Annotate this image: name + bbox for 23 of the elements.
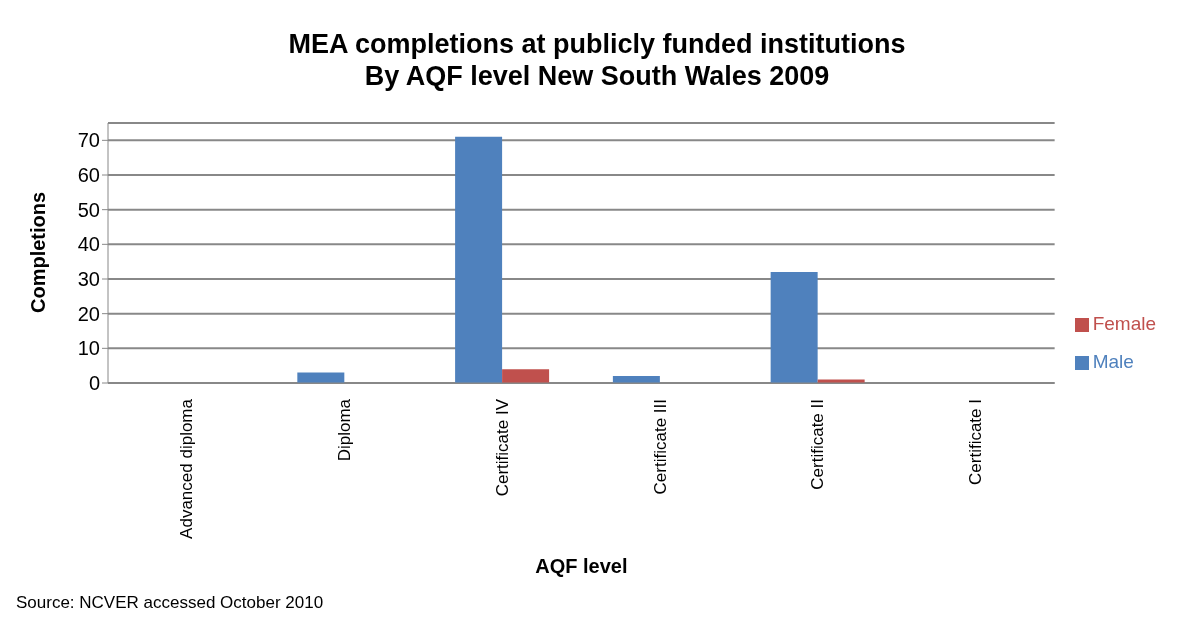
y-tick-label: 70 bbox=[77, 129, 100, 152]
legend-label: Female bbox=[1092, 312, 1156, 334]
x-tick-label: Advanced diploma bbox=[177, 398, 197, 539]
legend-label: Male bbox=[1092, 350, 1134, 372]
bar bbox=[502, 368, 550, 383]
y-tick-label: 60 bbox=[77, 163, 100, 186]
x-axis-title: AQF level bbox=[535, 554, 628, 577]
y-tick-label: 0 bbox=[88, 371, 100, 394]
y-axis-title: Completions bbox=[27, 191, 50, 313]
y-tick-label: 10 bbox=[77, 337, 100, 360]
bar bbox=[455, 136, 503, 383]
x-tick-label: Diploma bbox=[335, 398, 355, 462]
x-tick-label: Certificate IV bbox=[492, 398, 512, 497]
x-tick-label: Certificate II bbox=[808, 398, 828, 490]
y-tick-label: 20 bbox=[77, 302, 100, 325]
x-tick-label: Certificate III bbox=[650, 398, 670, 495]
y-tick-label: 30 bbox=[77, 267, 100, 290]
chart-title: MEA completions at publicly funded institutions By AQF level New South Wales 2009 bbox=[287, 28, 907, 93]
x-tick-label: Certificate I bbox=[966, 398, 986, 485]
source-note: Source: NCVER accessed October 2010 bbox=[15, 592, 325, 613]
y-tick-label: 50 bbox=[77, 198, 100, 221]
bar bbox=[770, 271, 818, 383]
y-tick-label: 40 bbox=[77, 233, 100, 256]
